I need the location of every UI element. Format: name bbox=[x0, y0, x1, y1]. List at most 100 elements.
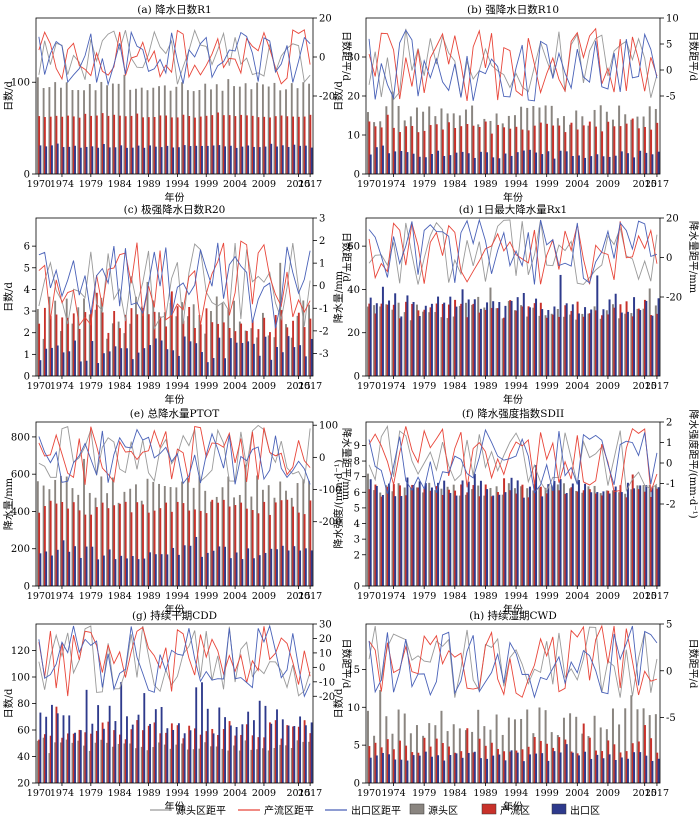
bar-outlet-1993 bbox=[172, 147, 175, 174]
bar-source-2001 bbox=[556, 118, 559, 174]
bar-production-2005 bbox=[240, 114, 243, 174]
bar-source-2007 bbox=[593, 109, 596, 174]
bar-production-1973 bbox=[55, 503, 58, 586]
y2-tick-label: -1 bbox=[666, 479, 676, 490]
bar-outlet-2013 bbox=[633, 157, 636, 174]
bar-outlet-1999 bbox=[547, 309, 550, 376]
y-tick-label: 0 bbox=[354, 779, 360, 790]
bar-source-1982 bbox=[440, 317, 443, 376]
bar-outlet-2003 bbox=[229, 338, 232, 376]
bar-production-1971 bbox=[374, 313, 377, 376]
bar-outlet-1989 bbox=[486, 489, 489, 586]
chart-title: (h) 持续湿期CWD bbox=[469, 609, 557, 622]
bar-production-1990 bbox=[153, 311, 156, 376]
bar-outlet-1986 bbox=[467, 299, 470, 376]
bar-outlet-1989 bbox=[486, 758, 489, 783]
bar-production-2005 bbox=[582, 316, 585, 376]
bar-production-1980 bbox=[95, 292, 98, 376]
bar-outlet-1984 bbox=[455, 152, 458, 174]
bar-source-2010 bbox=[267, 86, 270, 174]
bar-source-2004 bbox=[575, 110, 578, 174]
bar-outlet-2011 bbox=[276, 146, 278, 174]
bar-outlet-2002 bbox=[224, 146, 226, 174]
bar-production-1974 bbox=[392, 484, 395, 586]
bar-source-1993 bbox=[507, 301, 510, 376]
bar-production-1973 bbox=[55, 706, 58, 783]
bar-outlet-2015 bbox=[299, 550, 302, 586]
bar-production-1981 bbox=[435, 303, 438, 376]
bar-production-1994 bbox=[176, 117, 179, 174]
bar-outlet-1990 bbox=[154, 146, 157, 174]
bar-production-2007 bbox=[594, 126, 597, 174]
bar-source-1970 bbox=[36, 740, 39, 783]
bar-source-2008 bbox=[256, 82, 259, 174]
bar-production-1990 bbox=[490, 496, 493, 586]
bar-outlet-1986 bbox=[467, 481, 470, 586]
bar-source-1996 bbox=[186, 316, 189, 376]
bar-source-1982 bbox=[440, 488, 443, 586]
y-tick-label: 2 bbox=[24, 328, 30, 339]
bar-production-2009 bbox=[607, 490, 610, 586]
bar-outlet-1975 bbox=[400, 759, 403, 783]
bar-outlet-2005 bbox=[584, 483, 587, 586]
y2-tick-label: -100 bbox=[319, 485, 341, 496]
bar-source-1980 bbox=[94, 309, 97, 376]
bar-outlet-1971 bbox=[45, 146, 48, 174]
bar-outlet-2011 bbox=[620, 312, 623, 376]
bar-outlet-1995 bbox=[522, 497, 525, 586]
bar-production-2015 bbox=[297, 512, 300, 586]
bar-source-1997 bbox=[192, 487, 195, 586]
bar-outlet-1983 bbox=[114, 147, 117, 174]
bar-outlet-1977 bbox=[79, 557, 82, 586]
bar-production-2006 bbox=[245, 724, 248, 783]
bar-production-2002 bbox=[564, 739, 567, 783]
y2-tick-label: 20 bbox=[319, 14, 332, 25]
bar-production-1978 bbox=[417, 310, 420, 376]
bar-source-1991 bbox=[495, 113, 498, 174]
bar-source-2003 bbox=[569, 488, 572, 586]
bar-outlet-2012 bbox=[626, 153, 629, 174]
x-axis-label: 年份 bbox=[165, 603, 185, 616]
bar-production-1995 bbox=[521, 484, 524, 586]
bar-outlet-2013 bbox=[287, 550, 290, 586]
bar-production-1997 bbox=[194, 117, 196, 174]
bar-source-1989 bbox=[146, 750, 149, 783]
bar-production-1981 bbox=[101, 312, 104, 376]
bar-source-1978 bbox=[415, 725, 418, 783]
bar-production-1986 bbox=[130, 512, 133, 586]
bar-outlet-1973 bbox=[388, 300, 391, 376]
bar-outlet-1973 bbox=[56, 713, 59, 783]
bar-production-1982 bbox=[107, 115, 110, 174]
bar-production-1972 bbox=[380, 496, 383, 586]
y2-tick-label: -2 bbox=[666, 500, 676, 511]
bar-production-1981 bbox=[435, 486, 438, 586]
bar-outlet-1989 bbox=[149, 145, 151, 174]
bar-production-2006 bbox=[588, 313, 591, 376]
bar-source-2007 bbox=[593, 485, 596, 586]
bar-outlet-1976 bbox=[406, 477, 409, 586]
x-tick-label: 2004 bbox=[565, 591, 589, 602]
bar-production-1992 bbox=[165, 115, 168, 174]
bar-production-1990 bbox=[490, 307, 493, 376]
bar-production-1987 bbox=[472, 485, 475, 586]
bar-outlet-1974 bbox=[394, 151, 397, 174]
x-tick-label: 1984 bbox=[108, 179, 132, 190]
bar-production-2001 bbox=[217, 112, 219, 174]
bar-source-1984 bbox=[117, 502, 120, 586]
bar-source-2017 bbox=[308, 83, 311, 174]
bar-source-1992 bbox=[501, 494, 504, 586]
bar-outlet-1986 bbox=[131, 147, 134, 174]
bar-source-1998 bbox=[538, 107, 541, 174]
bar-production-2009 bbox=[263, 501, 266, 586]
bar-source-1998 bbox=[198, 476, 201, 586]
x-tick-label: 1989 bbox=[473, 381, 497, 392]
bar-outlet-1988 bbox=[479, 480, 482, 586]
y-tick-label: 15 bbox=[347, 665, 360, 676]
x-axis-label: 年份 bbox=[503, 800, 523, 813]
bar-production-1997 bbox=[194, 728, 196, 783]
bar-source-1974 bbox=[60, 331, 62, 376]
bar-outlet-1972 bbox=[381, 286, 384, 376]
y2-tick-label: -200 bbox=[319, 517, 341, 528]
bar-source-1982 bbox=[106, 85, 109, 174]
bar-production-2008 bbox=[601, 131, 604, 174]
